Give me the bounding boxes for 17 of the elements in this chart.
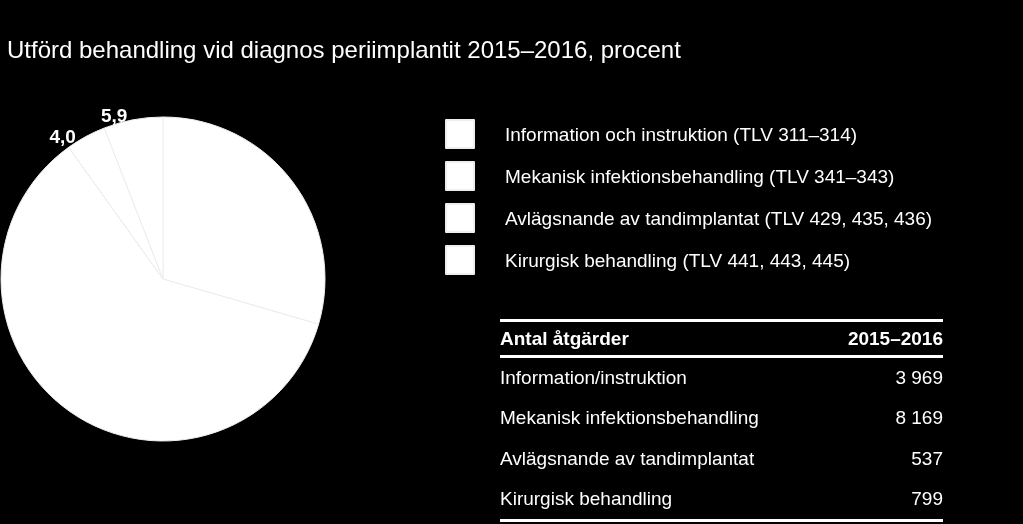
text: Avlägsnande av tandimplantat: [500, 447, 756, 471]
legend-label: Mekanisk infektionsbehandling (TLV 341–343): [505, 165, 895, 187]
text: 3 969: [894, 365, 943, 390]
chart-title: Utförd behandling vid diagnos periimplantit 2015–2016, procent: [7, 35, 682, 63]
data-label: 4,0: [49, 126, 76, 148]
text: 8 169: [894, 406, 943, 430]
text: 799: [823, 479, 943, 521]
text: Antal åtgärder: [500, 320, 824, 357]
data-label: 5,9: [100, 105, 128, 127]
legend-label: Kirurgisk behandling (TLV 441, 443, 445): [505, 249, 851, 271]
text: 537: [910, 447, 943, 471]
legend-label: Avlägsnande av tandimplantat (TLV 429, 435, 436): [505, 207, 933, 229]
text: 2015–2016: [823, 320, 943, 357]
legend-label: Information och instruktion (TLV 311–314): [505, 123, 858, 145]
text: Mekanisk infektionsbehandling: [500, 406, 760, 430]
text: Kirurgisk behandling: [500, 479, 824, 521]
text: Information/instruktion: [500, 365, 688, 390]
